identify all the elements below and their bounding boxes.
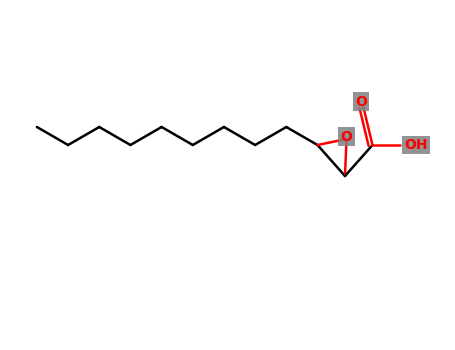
Text: O: O <box>340 130 353 144</box>
Text: O: O <box>355 94 367 108</box>
Text: OH: OH <box>404 138 428 152</box>
